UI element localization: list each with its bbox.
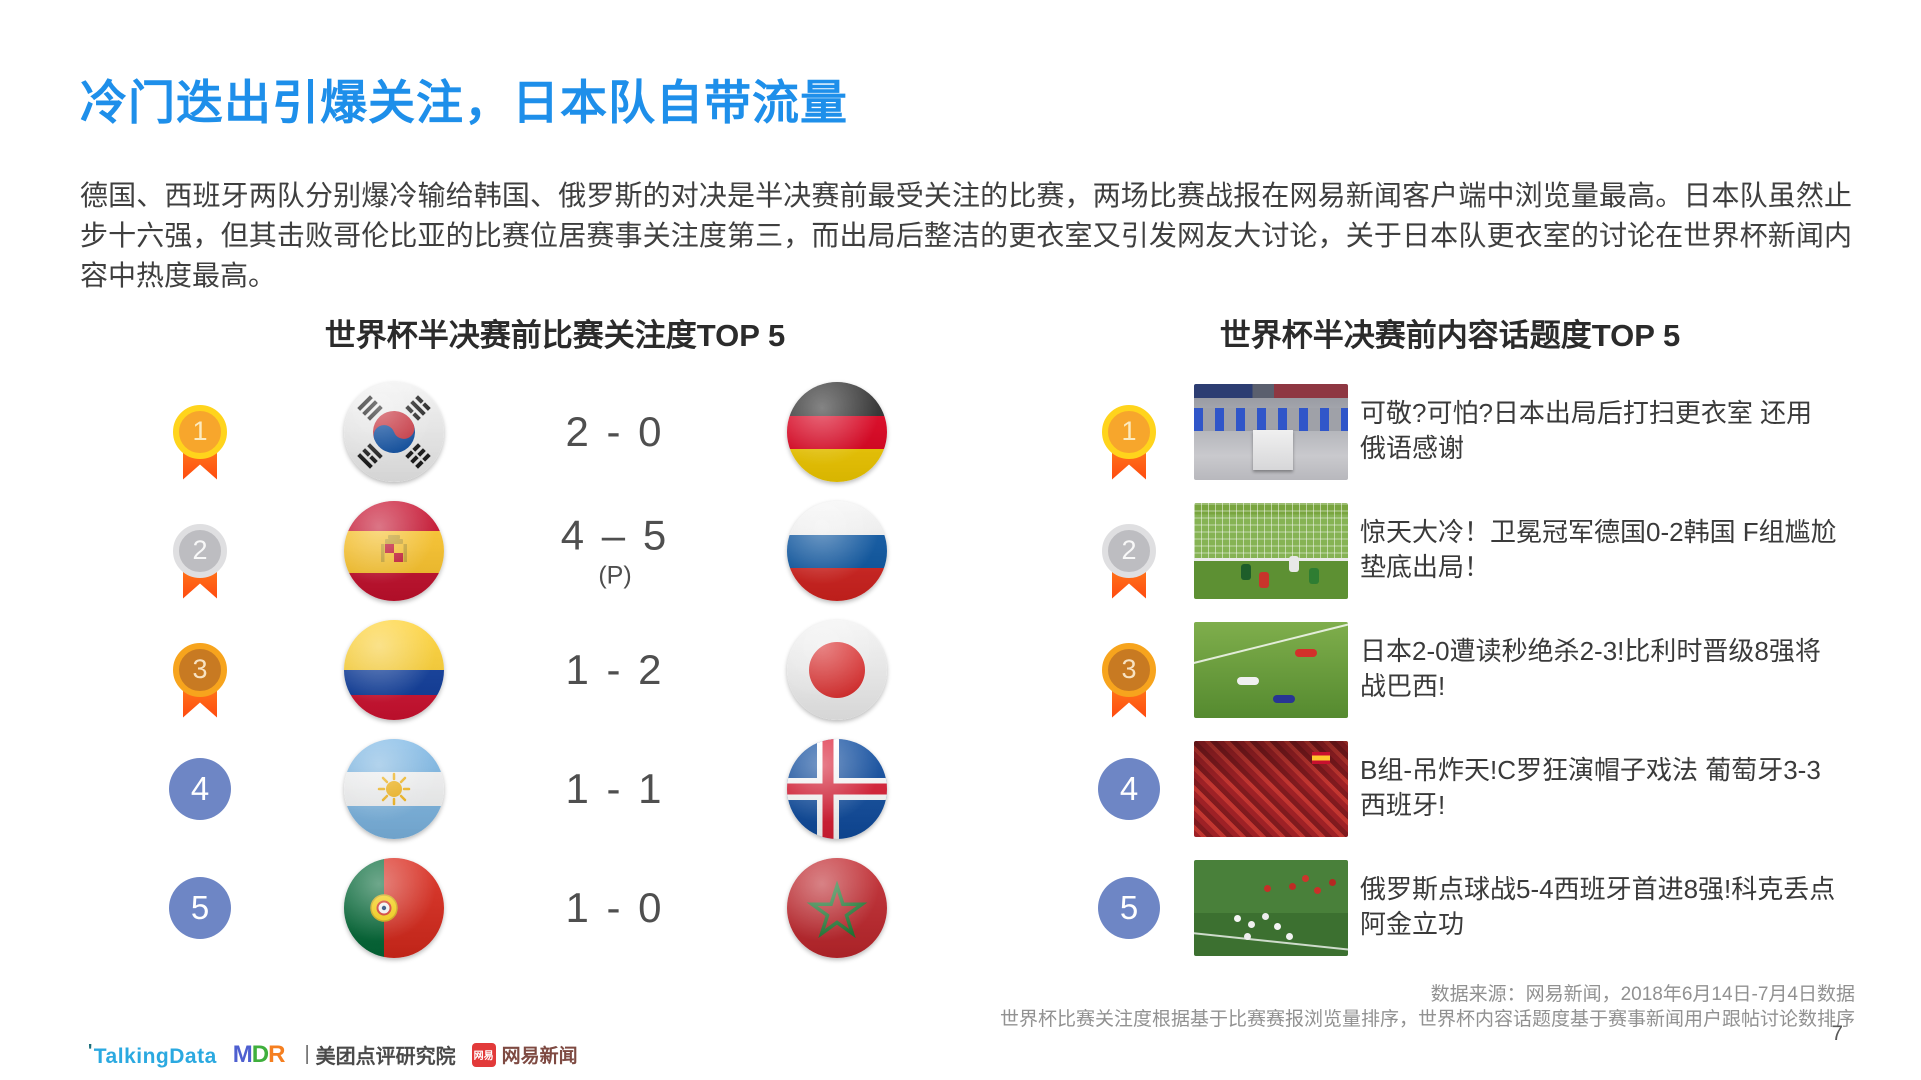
rank-number: 1 <box>1102 404 1156 459</box>
mdr-logo: M D R <box>232 1040 286 1069</box>
rank-3: 3 <box>1080 642 1178 718</box>
rank-circle: 4 <box>1098 757 1160 820</box>
gold-medal-icon: 1 <box>1102 404 1156 480</box>
meituan-research-logo: 美团点评研究院 <box>315 1046 456 1068</box>
news-headline: 俄罗斯点球战5-4西班牙首进8强!科克丢点阿金立功 <box>1360 873 1836 940</box>
netease-badge-icon: 网易 <box>471 1042 496 1067</box>
source-line-2: 世界杯比赛关注度根据基于比赛赛报浏览量排序，世界杯内容话题度基于赛事新闻用户跟帖… <box>999 1009 1855 1031</box>
score-block: 1 - 0 <box>505 884 725 932</box>
rank-number: 3 <box>173 642 227 697</box>
data-source-note: 数据来源：网易新闻，2018年6月14日-7月4日数据 世界杯比赛关注度根据基于… <box>1000 982 1855 1032</box>
flag-morocco <box>787 857 887 958</box>
flag-colombia <box>344 619 444 720</box>
match-score: 2 - 0 <box>565 407 665 455</box>
rank-4: 4 <box>1080 757 1178 820</box>
match-score: 1 - 1 <box>565 764 665 812</box>
news-photo-russia-spain-celebration <box>1194 859 1348 956</box>
silver-medal-icon: 2 <box>1102 523 1156 599</box>
match-row-4: 4 1 - 1 <box>140 729 930 848</box>
mdr-letter-r: R <box>268 1040 285 1068</box>
mdr-letter-m: M <box>232 1040 253 1068</box>
topic-row-5: 5 俄罗斯点球战5-4西班牙首进8强!科克丢点阿金立功 <box>1080 848 1880 967</box>
rank-5: 5 <box>1080 876 1178 939</box>
page-title: 冷门迭出引爆关注，日本队自带流量 <box>80 76 848 129</box>
rank-number: 3 <box>1102 642 1156 697</box>
source-line-1: 数据来源：网易新闻，2018年6月14日-7月4日数据 <box>1430 984 1855 1005</box>
rank-circle: 5 <box>169 876 231 939</box>
left-panel-heading: 世界杯半决赛前比赛关注度TOP 5 <box>324 318 786 353</box>
rank-circle: 5 <box>1098 876 1160 939</box>
netease-news-logo: 网易新闻 <box>501 1046 578 1067</box>
news-headline: 可敬?可怕?日本出局后打扫更衣室 还用俄语感谢 <box>1360 397 1813 464</box>
right-panel-heading: 世界杯半决赛前内容话题度TOP 5 <box>1219 318 1681 353</box>
flag-spain <box>344 500 444 601</box>
flag-russia <box>787 500 887 601</box>
score-block: 2 - 0 <box>505 408 725 456</box>
news-headline: 日本2-0遭读秒绝杀2-3!比利时晋级8强将战巴西! <box>1360 635 1821 702</box>
rank-number: 2 <box>173 523 227 578</box>
match-score: 1 - 0 <box>565 883 665 931</box>
match-row-3: 3 1 - 2 <box>140 610 930 729</box>
match-row-5: 5 1 - 0 <box>140 848 930 967</box>
rank-1: 1 <box>140 404 260 480</box>
match-attention-list: 1 <box>140 372 930 967</box>
page-number: 7 <box>1831 1022 1843 1045</box>
rank-circle: 4 <box>169 757 231 820</box>
rank-1: 1 <box>1080 404 1178 480</box>
flag-argentina <box>344 738 444 839</box>
score-block: 1 - 1 <box>505 765 725 813</box>
match-score: 1 - 2 <box>565 645 665 693</box>
news-headline: B组-吊炸天!C罗狂演帽子戏法 葡萄牙3-3西班牙! <box>1360 754 1821 821</box>
summary-paragraph: 德国、西班牙两队分别爆冷输给韩国、俄罗斯的对决是半决赛前最受关注的比赛，两场比赛… <box>80 180 1852 292</box>
silver-medal-icon: 2 <box>173 523 227 599</box>
rank-2: 2 <box>140 523 260 599</box>
flag-iceland <box>787 738 887 839</box>
score-block: 4 – 5 (P) <box>505 511 725 590</box>
rank-3: 3 <box>140 642 260 718</box>
topic-row-2: 2 惊天大冷！卫冕冠军德国0-2韩国 F组尴尬垫底出局！ <box>1080 491 1880 610</box>
flag-japan <box>787 619 887 720</box>
logo-bar: TalkingData M D R | 美团点评研究院 网易 网易新闻 <box>88 1040 578 1069</box>
match-row-2: 2 <box>140 491 930 610</box>
news-photo-germany-korea-goal <box>1194 502 1348 599</box>
talkingdata-logo: TalkingData <box>88 1041 217 1069</box>
news-photo-japan-belgium-pitch <box>1194 621 1348 718</box>
topic-row-3: 3 日本2-0遭读秒绝杀2-3!比利时晋级8强将战巴西! <box>1080 610 1880 729</box>
rank-number: 2 <box>1102 523 1156 578</box>
rank-4: 4 <box>140 757 260 820</box>
flag-germany <box>787 381 887 482</box>
bronze-medal-icon: 3 <box>173 642 227 718</box>
bronze-medal-icon: 3 <box>1102 642 1156 718</box>
content-topic-list: 1 可敬?可怕?日本出局后打扫更衣室 还用俄语感谢 2 惊天大冷！卫冕冠军德国0… <box>1080 372 1880 967</box>
rank-number: 1 <box>173 404 227 459</box>
news-headline: 惊天大冷！卫冕冠军德国0-2韩国 F组尴尬垫底出局！ <box>1360 516 1837 583</box>
topic-row-1: 1 可敬?可怕?日本出局后打扫更衣室 还用俄语感谢 <box>1080 372 1880 491</box>
news-photo-japan-locker-room <box>1194 383 1348 480</box>
mdr-letter-d: D <box>251 1040 269 1068</box>
news-photo-spain-fans-crowd <box>1194 740 1348 837</box>
match-row-1: 1 <box>140 372 930 491</box>
rank-2: 2 <box>1080 523 1178 599</box>
gold-medal-icon: 1 <box>173 404 227 480</box>
logo-divider: | <box>304 1043 310 1065</box>
score-block: 1 - 2 <box>505 646 725 694</box>
flag-south-korea <box>344 381 444 482</box>
match-score: 4 – 5 <box>560 511 670 558</box>
rank-5: 5 <box>140 876 260 939</box>
topic-row-4: 4 B组-吊炸天!C罗狂演帽子戏法 葡萄牙3-3西班牙! <box>1080 729 1880 848</box>
flag-portugal <box>344 857 444 958</box>
score-note: (P) <box>598 561 632 589</box>
